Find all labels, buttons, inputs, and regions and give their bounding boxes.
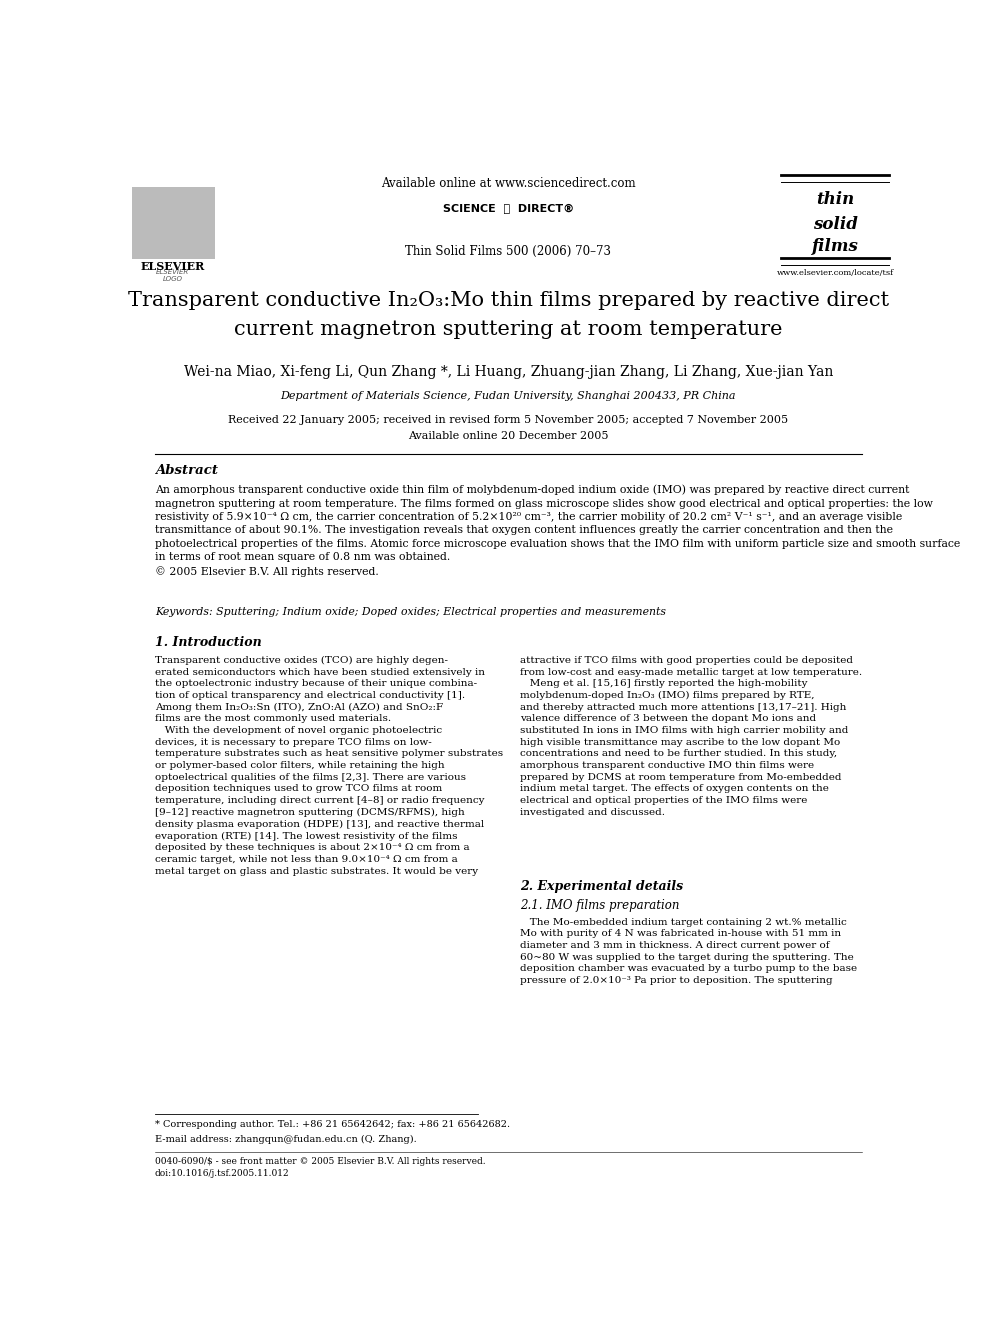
Text: 2. Experimental details: 2. Experimental details bbox=[520, 880, 683, 893]
Text: Available online at www.sciencedirect.com: Available online at www.sciencedirect.co… bbox=[381, 177, 636, 191]
Text: Wei-na Miao, Xi-feng Li, Qun Zhang *, Li Huang, Zhuang-jian Zhang, Li Zhang, Xue: Wei-na Miao, Xi-feng Li, Qun Zhang *, Li… bbox=[184, 365, 833, 378]
Text: SCIENCE  ⓓ  DIRECT®: SCIENCE ⓓ DIRECT® bbox=[442, 204, 574, 213]
Text: * Corresponding author. Tel.: +86 21 65642642; fax: +86 21 65642682.: * Corresponding author. Tel.: +86 21 656… bbox=[155, 1121, 510, 1130]
Text: Transparent conductive In₂O₃:Mo thin films prepared by reactive direct: Transparent conductive In₂O₃:Mo thin fil… bbox=[128, 291, 889, 310]
Text: 1. Introduction: 1. Introduction bbox=[155, 635, 262, 648]
Text: www.elsevier.com/locate/tsf: www.elsevier.com/locate/tsf bbox=[777, 269, 894, 277]
Text: doi:10.1016/j.tsf.2005.11.012: doi:10.1016/j.tsf.2005.11.012 bbox=[155, 1170, 290, 1179]
Text: Keywords: Sputtering; Indium oxide; Doped oxides; Electrical properties and meas: Keywords: Sputtering; Indium oxide; Dope… bbox=[155, 607, 666, 617]
Text: Available online 20 December 2005: Available online 20 December 2005 bbox=[408, 431, 609, 441]
Text: films: films bbox=[811, 238, 859, 255]
Text: Thin Solid Films 500 (2006) 70–73: Thin Solid Films 500 (2006) 70–73 bbox=[406, 245, 611, 258]
Text: attractive if TCO films with good properties could be deposited
from low-cost an: attractive if TCO films with good proper… bbox=[520, 656, 862, 816]
Text: Department of Materials Science, Fudan University, Shanghai 200433, PR China: Department of Materials Science, Fudan U… bbox=[281, 392, 736, 401]
Text: E-mail address: zhangqun@fudan.edu.cn (Q. Zhang).: E-mail address: zhangqun@fudan.edu.cn (Q… bbox=[155, 1135, 417, 1144]
Text: ELSEVIER
LOGO: ELSEVIER LOGO bbox=[156, 269, 189, 282]
Text: thin: thin bbox=[816, 192, 854, 208]
Text: ELSEVIER: ELSEVIER bbox=[140, 261, 204, 271]
FancyBboxPatch shape bbox=[132, 188, 214, 258]
Text: current magnetron sputtering at room temperature: current magnetron sputtering at room tem… bbox=[234, 320, 783, 339]
Text: solid: solid bbox=[812, 216, 857, 233]
Text: Received 22 January 2005; received in revised form 5 November 2005; accepted 7 N: Received 22 January 2005; received in re… bbox=[228, 415, 789, 426]
Text: The Mo-embedded indium target containing 2 wt.% metallic
Mo with purity of 4 N w: The Mo-embedded indium target containing… bbox=[520, 918, 857, 986]
Text: Transparent conductive oxides (TCO) are highly degen-
erated semiconductors whic: Transparent conductive oxides (TCO) are … bbox=[155, 656, 503, 876]
Text: 0040-6090/$ - see front matter © 2005 Elsevier B.V. All rights reserved.: 0040-6090/$ - see front matter © 2005 El… bbox=[155, 1158, 485, 1166]
Text: An amorphous transparent conductive oxide thin film of molybdenum-doped indium o: An amorphous transparent conductive oxid… bbox=[155, 484, 960, 577]
Text: Abstract: Abstract bbox=[155, 464, 218, 478]
Text: 2.1. IMO films preparation: 2.1. IMO films preparation bbox=[520, 900, 680, 913]
